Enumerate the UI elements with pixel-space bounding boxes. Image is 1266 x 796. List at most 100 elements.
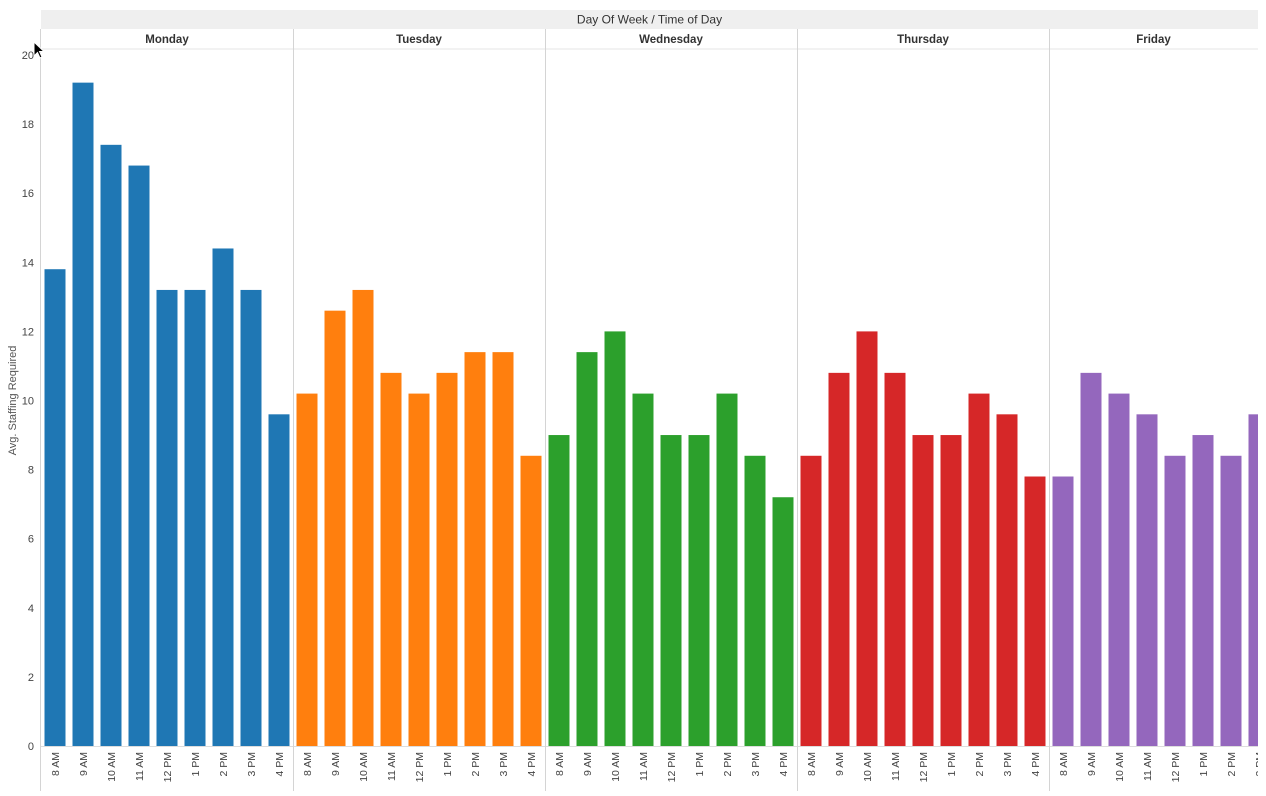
- bar-thursday: [997, 414, 1018, 746]
- mouse-pointer-icon: [33, 41, 47, 61]
- bar-thursday: [941, 435, 962, 746]
- bar-thursday: [857, 331, 878, 746]
- y-tick-label: 6: [28, 534, 34, 546]
- bar-wednesday: [717, 394, 738, 746]
- bar-friday: [1137, 414, 1158, 746]
- bar-monday: [213, 248, 234, 746]
- x-tick-label: 4 PM: [1030, 752, 1042, 777]
- right-edge-mask: [1258, 29, 1266, 791]
- bar-monday: [157, 290, 178, 746]
- bar-tuesday: [409, 394, 430, 746]
- bar-thursday: [829, 373, 850, 746]
- y-tick-label: 8: [28, 465, 34, 477]
- x-tick-label: 1 PM: [442, 752, 454, 777]
- bar-tuesday: [381, 373, 402, 746]
- y-axis-label: Avg. Staffing Required: [7, 346, 19, 456]
- x-tick-label: 4 PM: [274, 752, 286, 777]
- x-tick-label: 9 AM: [834, 752, 846, 776]
- day-label-tuesday: Tuesday: [396, 34, 442, 46]
- x-tick-label: 4 PM: [778, 752, 790, 777]
- y-tick-label: 14: [22, 257, 34, 269]
- x-tick-label: 8 AM: [50, 752, 62, 776]
- bar-friday: [1053, 477, 1074, 746]
- x-tick-label: 12 PM: [1170, 752, 1182, 782]
- x-tick-label: 1 PM: [946, 752, 958, 777]
- bar-monday: [73, 83, 94, 746]
- bar-wednesday: [773, 497, 794, 746]
- bar-tuesday: [521, 456, 542, 746]
- y-tick-label: 2: [28, 672, 34, 684]
- x-tick-label: 1 PM: [694, 752, 706, 777]
- day-label-thursday: Thursday: [897, 34, 949, 46]
- x-tick-label: 9 AM: [78, 752, 90, 776]
- bar-monday: [129, 166, 150, 746]
- x-tick-label: 3 PM: [498, 752, 510, 777]
- chart-title: Day Of Week / Time of Day: [577, 13, 722, 27]
- x-tick-label: 8 AM: [302, 752, 314, 776]
- y-tick-label: 0: [28, 741, 34, 753]
- bar-friday: [1109, 394, 1130, 746]
- day-label-friday: Friday: [1136, 34, 1171, 46]
- x-tick-label: 2 PM: [218, 752, 230, 777]
- x-tick-label: 3 PM: [1002, 752, 1014, 777]
- bar-tuesday: [297, 394, 318, 746]
- bar-tuesday: [465, 352, 486, 746]
- x-tick-label: 8 AM: [554, 752, 566, 776]
- bar-wednesday: [661, 435, 682, 746]
- bar-tuesday: [493, 352, 514, 746]
- y-tick-label: 16: [22, 188, 34, 200]
- bar-thursday: [913, 435, 934, 746]
- bar-friday: [1165, 456, 1186, 746]
- x-tick-label: 10 AM: [358, 752, 370, 782]
- x-tick-label: 11 AM: [638, 752, 650, 781]
- x-tick-label: 9 AM: [330, 752, 342, 776]
- bar-wednesday: [605, 331, 626, 746]
- bar-wednesday: [745, 456, 766, 746]
- bar-monday: [45, 269, 66, 746]
- bar-tuesday: [325, 311, 346, 746]
- bar-thursday: [969, 394, 990, 746]
- bar-thursday: [801, 456, 822, 746]
- x-tick-label: 10 AM: [862, 752, 874, 782]
- x-tick-label: 8 AM: [806, 752, 818, 776]
- x-tick-label: 9 AM: [582, 752, 594, 776]
- bar-thursday: [885, 373, 906, 746]
- y-tick-label: 4: [28, 603, 34, 615]
- x-tick-label: 12 PM: [414, 752, 426, 782]
- x-tick-label: 1 PM: [190, 752, 202, 777]
- bar-friday: [1081, 373, 1102, 746]
- x-tick-label: 12 PM: [162, 752, 174, 782]
- x-tick-label: 11 AM: [386, 752, 398, 781]
- x-tick-label: 3 PM: [246, 752, 258, 777]
- bar-wednesday: [689, 435, 710, 746]
- x-tick-label: 11 AM: [890, 752, 902, 781]
- x-tick-label: 2 PM: [974, 752, 986, 777]
- x-tick-label: 12 PM: [918, 752, 930, 782]
- bar-friday: [1193, 435, 1214, 746]
- bar-tuesday: [437, 373, 458, 746]
- x-tick-label: 11 AM: [1142, 752, 1154, 781]
- bar-monday: [269, 414, 290, 746]
- day-label-monday: Monday: [145, 34, 189, 46]
- x-tick-label: 8 AM: [1058, 752, 1070, 776]
- x-tick-label: 3 PM: [750, 752, 762, 777]
- bar-thursday: [1025, 477, 1046, 746]
- x-tick-label: 10 AM: [106, 752, 118, 782]
- y-tick-label: 10: [22, 396, 34, 408]
- bar-monday: [241, 290, 262, 746]
- bar-monday: [101, 145, 122, 746]
- y-tick-label: 18: [22, 119, 34, 131]
- x-tick-label: 10 AM: [610, 752, 622, 782]
- x-tick-label: 9 AM: [1086, 752, 1098, 776]
- x-tick-label: 2 PM: [1226, 752, 1238, 777]
- day-label-wednesday: Wednesday: [639, 34, 703, 46]
- x-tick-label: 12 PM: [666, 752, 678, 782]
- x-tick-label: 4 PM: [526, 752, 538, 777]
- bar-friday: [1221, 456, 1242, 746]
- bar-wednesday: [577, 352, 598, 746]
- x-tick-label: 2 PM: [722, 752, 734, 777]
- x-tick-label: 11 AM: [134, 752, 146, 781]
- bar-wednesday: [549, 435, 570, 746]
